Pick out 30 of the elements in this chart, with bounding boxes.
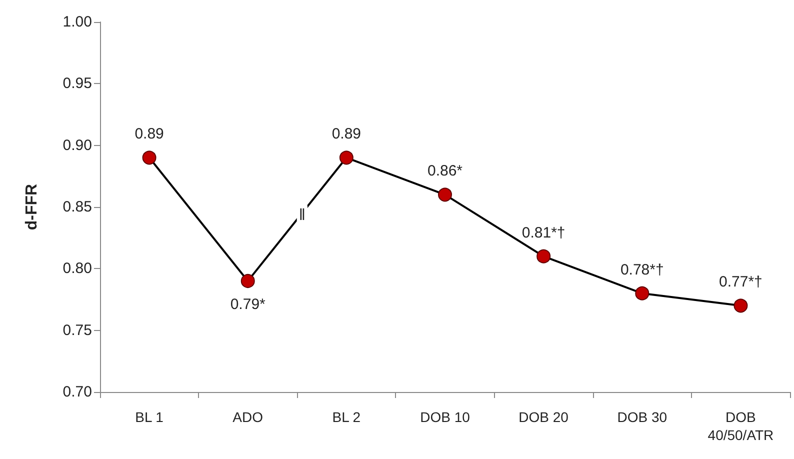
x-tick-label: BL 2 (332, 409, 361, 425)
data-label: 0.78*† (620, 261, 664, 278)
x-tick-label: DOB 20 (518, 409, 569, 425)
point (635, 286, 650, 300)
y-tick-label: 1.00 (62, 14, 92, 30)
x-tick-label: DOB 10 (420, 409, 470, 425)
y-tick-label: 0.85 (62, 198, 92, 216)
data-label: 0.89 (134, 126, 164, 143)
y-axis-title: d-FFR (24, 183, 40, 230)
point (734, 298, 748, 313)
x-tick-label: ADO (232, 409, 264, 425)
data-label: 0.86* (427, 162, 463, 180)
y-tick-label: 0.75 (62, 322, 92, 339)
data-label: 0.89 (332, 126, 362, 143)
y-tick-label: 0.80 (62, 260, 92, 278)
x-tick-label: DOB 30 (617, 409, 668, 425)
point (438, 188, 452, 202)
data-label: 0.81*† (522, 224, 566, 242)
x-tick-label: BL 1 (135, 409, 164, 425)
y-tick-label: 0.90 (62, 136, 92, 154)
point (536, 249, 551, 264)
data-label: 0.79* (230, 296, 266, 313)
y-tick-label: 0.70 (62, 384, 92, 400)
data-label: 0.77*† (719, 274, 762, 291)
annotation: ‖ (298, 206, 306, 224)
point (339, 150, 354, 165)
y-tick-label: 0.95 (62, 75, 92, 92)
x-tick-label: DOB 40/50/ATR (708, 409, 774, 443)
point (142, 150, 156, 165)
point (240, 274, 255, 288)
